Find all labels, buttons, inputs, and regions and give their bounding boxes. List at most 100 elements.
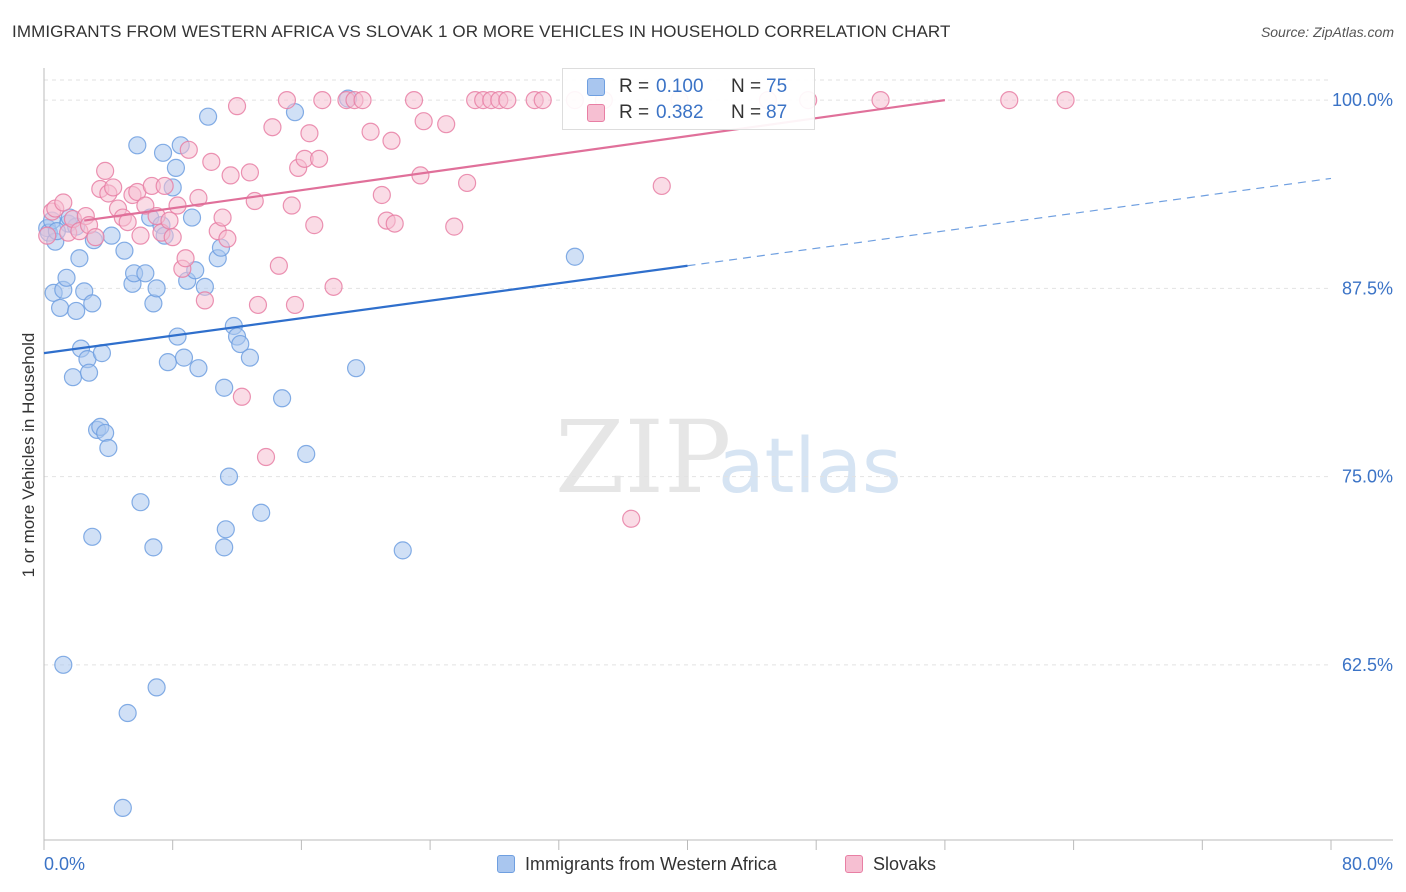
western-africa-point — [198, 107, 218, 126]
western-africa-point — [189, 359, 208, 378]
western-africa-point — [115, 241, 134, 260]
n-value: 75 — [766, 76, 788, 97]
western-africa-point — [67, 301, 86, 321]
western-africa-point — [144, 294, 163, 313]
slovaks-point — [104, 178, 123, 197]
slovaks-point — [131, 226, 150, 245]
watermark-zip: ZIP — [555, 399, 731, 516]
western-africa-point — [50, 298, 70, 318]
western-africa-point — [174, 348, 194, 367]
slovaks-point — [622, 509, 641, 528]
slovaks-point — [218, 229, 237, 248]
western-africa-point — [182, 208, 202, 227]
slovaks-point — [282, 196, 301, 215]
western-africa-swatch-icon — [587, 78, 605, 96]
r-label: R = — [619, 76, 650, 97]
legend-label-western-africa: Immigrants from Western Africa — [525, 853, 777, 874]
slovaks-point — [54, 193, 73, 212]
slovaks-point — [1000, 91, 1019, 110]
western-africa-point — [113, 798, 132, 817]
western-africa-point — [79, 363, 99, 382]
western-africa-point — [99, 438, 118, 458]
slovaks-point — [221, 166, 240, 185]
slovaks-point — [385, 214, 404, 233]
y-tick-label: 62.5% — [1342, 655, 1393, 675]
western-africa-point — [153, 143, 173, 162]
western-africa-point — [252, 503, 271, 522]
western-africa-point — [131, 493, 150, 512]
x-tick-label: 80.0% — [1342, 854, 1393, 874]
slovaks-point — [458, 173, 477, 193]
legend-label-slovaks: Slovaks — [873, 853, 937, 874]
slovaks-point — [309, 149, 329, 168]
western-africa-point — [54, 655, 73, 674]
slovaks-point — [652, 176, 671, 196]
western-africa-point — [63, 368, 83, 387]
slovaks-point — [160, 211, 179, 230]
western-africa-point — [102, 226, 121, 245]
western-africa-point — [565, 247, 584, 266]
western-africa-point — [136, 264, 155, 283]
slovaks-point — [382, 131, 401, 150]
y-tick-label: 100.0% — [1332, 90, 1393, 110]
western-africa-point — [57, 268, 76, 287]
source-label: Source: ZipAtlas.com — [1260, 24, 1394, 40]
slovaks-point — [285, 295, 305, 315]
slovaks-point — [38, 226, 57, 245]
y-axis-title: 1 or more Vehicles in Household — [19, 333, 38, 578]
slovaks-point — [256, 447, 276, 467]
western-africa-trend-extension — [687, 177, 1332, 267]
r-label: R = — [619, 102, 650, 123]
slovaks-swatch-icon — [587, 104, 605, 122]
slovaks-point — [168, 196, 187, 215]
western-africa-point — [240, 348, 260, 367]
slovaks-point — [263, 118, 282, 137]
slovaks-point — [313, 91, 332, 110]
slovaks-point — [176, 249, 195, 268]
slovaks-point — [269, 256, 288, 275]
r-value: 0.100 — [656, 76, 704, 97]
slovaks-point — [361, 122, 380, 141]
slovaks-point — [136, 196, 155, 215]
n-label: N = — [731, 102, 762, 123]
slovaks-point — [179, 140, 198, 159]
n-label: N = — [731, 76, 762, 97]
western-africa-point — [215, 378, 234, 397]
n-value: 87 — [766, 102, 788, 123]
slovaks-point — [353, 91, 372, 110]
western-africa-point — [118, 703, 137, 723]
western-africa-point — [219, 467, 239, 486]
slovaks-point — [248, 295, 268, 315]
western-africa-point — [147, 279, 166, 298]
slovaks-point — [300, 124, 319, 143]
western-africa-point — [144, 538, 163, 557]
slovaks-point — [155, 176, 174, 196]
x-tick-label: 0.0% — [44, 854, 85, 874]
legend-item-western-africa: Immigrants from Western Africa — [497, 851, 777, 877]
slovaks-point — [227, 97, 247, 116]
legend-item-slovaks: Slovaks — [845, 851, 936, 877]
slovaks-point — [437, 115, 456, 134]
y-tick-label: 87.5% — [1342, 278, 1393, 298]
western-africa-point — [83, 294, 102, 313]
slovaks-point — [324, 277, 343, 296]
western-africa-point — [393, 541, 412, 560]
western-africa-point — [83, 527, 102, 546]
y-tick-label: 75.0% — [1342, 467, 1393, 487]
watermark-atlas: atlas — [718, 421, 902, 510]
slovaks-point — [277, 91, 297, 110]
western-africa-point — [216, 520, 235, 539]
slovaks-point — [404, 91, 424, 110]
western-africa-point — [231, 334, 250, 354]
western-africa-point — [297, 444, 316, 464]
trend-lines — [43, 99, 1332, 355]
data-points — [38, 89, 1075, 817]
western-africa-point — [346, 359, 366, 378]
slovaks-point — [871, 91, 890, 110]
slovaks-point — [163, 228, 182, 247]
slovaks-point — [445, 217, 464, 236]
slovaks-point — [189, 188, 208, 208]
slovaks-point — [195, 291, 214, 310]
grid-lines — [44, 79, 1331, 666]
slovaks-point — [533, 91, 552, 110]
